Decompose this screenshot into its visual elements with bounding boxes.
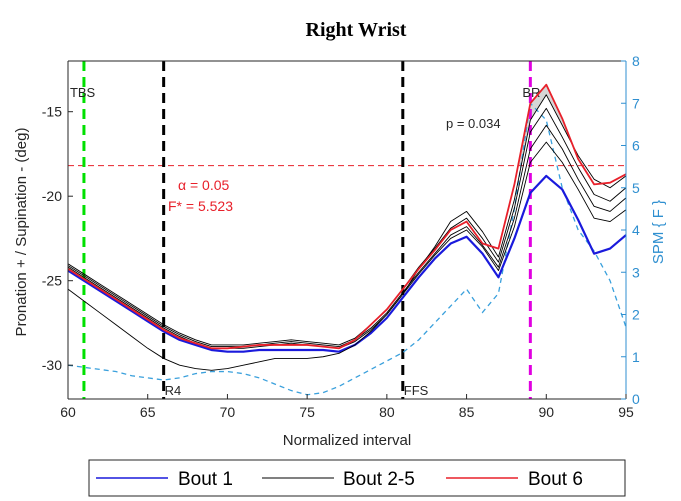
y-tick-label-25: -25 bbox=[42, 273, 62, 289]
fstar-annotation: F* = 5.523 bbox=[168, 198, 233, 214]
y-right-tick-label-7: 7 bbox=[632, 95, 640, 111]
y-tick-label-30: -30 bbox=[42, 357, 62, 373]
event-label-br: BR bbox=[522, 85, 540, 100]
series-line-5 bbox=[67, 94, 627, 371]
y-tick-label-20: -20 bbox=[42, 188, 62, 204]
series-line-4 bbox=[67, 107, 627, 346]
x-tick-label-70: 70 bbox=[220, 404, 236, 420]
x-tick-label-95: 95 bbox=[618, 404, 634, 420]
x-tick-label-75: 75 bbox=[299, 404, 315, 420]
legend-box bbox=[88, 459, 626, 497]
event-label-r4: R4 bbox=[165, 383, 182, 398]
significant-cluster bbox=[518, 84, 579, 166]
x-tick-label-80: 80 bbox=[379, 404, 395, 420]
y-right-tick-label-1: 1 bbox=[632, 349, 640, 365]
x-axis-label: Normalized interval bbox=[283, 432, 411, 449]
y-right-tick-label-4: 4 bbox=[632, 222, 640, 238]
y-right-tick-label-8: 8 bbox=[632, 53, 640, 69]
legend-label-bout-1: Bout 1 bbox=[178, 469, 233, 490]
y-tick-label-15: -15 bbox=[42, 104, 62, 120]
event-label-ffs: FFS bbox=[404, 383, 429, 398]
y-axis-label: Pronation + / Supination - (deg) bbox=[13, 128, 30, 337]
x-tick-label-85: 85 bbox=[459, 404, 475, 420]
y-right-tick-label-2: 2 bbox=[632, 307, 640, 323]
x-tick-label-65: 65 bbox=[140, 404, 156, 420]
event-label-tbs: TBS bbox=[70, 85, 96, 100]
legend-label-bout-2-5: Bout 2-5 bbox=[343, 469, 415, 490]
series-line-1 bbox=[67, 174, 627, 353]
y-right-tick-label-6: 6 bbox=[632, 138, 640, 154]
y-right-tick-label-3: 3 bbox=[632, 264, 640, 280]
legend-label-bout-6: Bout 6 bbox=[528, 469, 583, 490]
plot-background bbox=[68, 61, 626, 399]
spm-curve bbox=[67, 101, 627, 396]
y-right-tick-label-0: 0 bbox=[632, 391, 640, 407]
x-tick-label-90: 90 bbox=[538, 404, 554, 420]
legend: Bout 1 Bout 2-5 Bout 6 bbox=[88, 459, 626, 497]
series-line-6 bbox=[67, 83, 627, 350]
x-tick-label-60: 60 bbox=[60, 404, 76, 420]
p-value-annotation: p = 0.034 bbox=[446, 116, 501, 131]
chart-title: Right Wrist bbox=[306, 19, 407, 41]
y-axis-right-label: SPM { F } bbox=[650, 200, 667, 264]
alpha-annotation: α = 0.05 bbox=[178, 177, 230, 193]
y-right-tick-label-5: 5 bbox=[632, 180, 640, 196]
